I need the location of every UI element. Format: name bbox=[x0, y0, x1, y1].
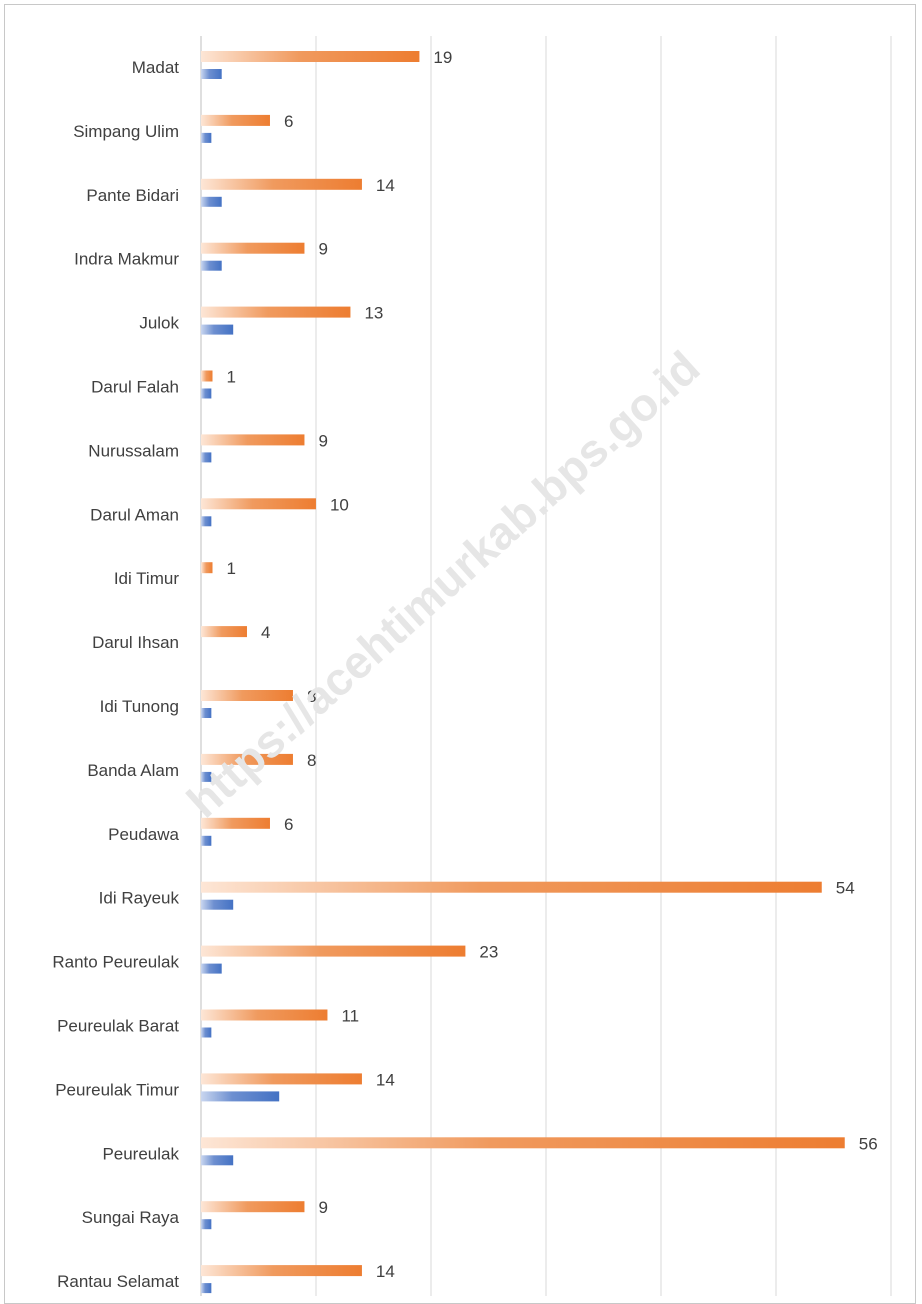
category-label: Darul Falah bbox=[91, 378, 179, 397]
bar-orange bbox=[201, 178, 362, 190]
data-label: 8 bbox=[307, 751, 316, 770]
bar-blue bbox=[201, 1027, 212, 1038]
category-label: Sungai Raya bbox=[82, 1208, 180, 1227]
category-label: Peureulak Timur bbox=[55, 1080, 179, 1099]
category-label: Darul Ihsan bbox=[92, 633, 179, 652]
category-label: Peureulak Barat bbox=[57, 1017, 179, 1036]
category-label: Pante Bidari bbox=[86, 186, 179, 205]
bar-blue bbox=[201, 324, 234, 335]
gridlines bbox=[200, 36, 892, 1296]
watermark: https://acehtimurkab.bps.go.id bbox=[177, 341, 709, 828]
category-label: Idi Timur bbox=[114, 569, 180, 588]
data-label: 9 bbox=[318, 240, 327, 259]
data-label: 1 bbox=[226, 368, 235, 387]
bar-orange bbox=[201, 690, 293, 701]
data-label: 14 bbox=[376, 176, 395, 195]
category-label: Peureulak bbox=[102, 1144, 179, 1163]
bar-blue bbox=[201, 771, 212, 782]
bar-blue bbox=[201, 452, 212, 463]
data-label: 14 bbox=[376, 1070, 395, 1089]
data-label: 11 bbox=[341, 1007, 359, 1026]
bar-blue bbox=[201, 388, 212, 399]
bar-orange bbox=[201, 1137, 845, 1149]
category-label: Peudawa bbox=[108, 825, 179, 844]
data-label: 9 bbox=[318, 431, 327, 450]
bar-orange bbox=[201, 1265, 362, 1277]
data-label: 54 bbox=[836, 879, 855, 898]
bar-orange bbox=[201, 817, 270, 829]
bar-blue bbox=[201, 196, 222, 207]
bar-orange bbox=[201, 1073, 362, 1085]
bar-blue bbox=[201, 1219, 212, 1230]
category-label: Idi Rayeuk bbox=[99, 889, 180, 908]
data-label: 56 bbox=[859, 1134, 878, 1153]
bar-orange bbox=[201, 945, 466, 957]
bar-blue bbox=[201, 69, 222, 79]
bar-orange bbox=[201, 881, 822, 893]
bar-orange bbox=[201, 562, 213, 574]
bar-orange bbox=[201, 306, 351, 318]
bar-orange bbox=[201, 242, 305, 254]
bar-orange bbox=[201, 51, 420, 62]
bar-orange bbox=[201, 114, 270, 126]
data-label: 6 bbox=[284, 112, 293, 131]
data-label: 19 bbox=[433, 48, 452, 67]
category-label: Idi Tunong bbox=[100, 697, 179, 716]
data-label: 10 bbox=[330, 495, 349, 514]
category-label: Banda Alam bbox=[87, 761, 179, 780]
data-label: 6 bbox=[284, 815, 293, 834]
bar-blue bbox=[201, 1091, 280, 1102]
bar-blue bbox=[201, 708, 212, 718]
bar-orange bbox=[201, 498, 316, 510]
bar-blue bbox=[201, 132, 212, 143]
data-label: 1 bbox=[226, 559, 235, 578]
data-label: 8 bbox=[307, 687, 316, 706]
bar-blue bbox=[201, 899, 234, 910]
bar-orange bbox=[201, 753, 293, 765]
bar-orange bbox=[201, 626, 247, 638]
category-label: Nurussalam bbox=[88, 441, 179, 460]
data-label: 13 bbox=[364, 304, 383, 323]
category-label: Darul Aman bbox=[90, 505, 179, 524]
category-label: Simpang Ulim bbox=[73, 122, 179, 141]
bar-blue bbox=[201, 963, 222, 974]
category-label: Ranto Peureulak bbox=[52, 953, 179, 972]
bar-blue bbox=[201, 835, 212, 846]
bar-blue bbox=[201, 1155, 234, 1166]
data-label: 9 bbox=[318, 1198, 327, 1217]
bar-blue bbox=[201, 1283, 212, 1294]
category-label: Indra Makmur bbox=[74, 250, 179, 269]
bars bbox=[201, 51, 845, 1294]
bar-blue bbox=[201, 260, 222, 271]
bar-orange bbox=[201, 1009, 328, 1021]
data-label: 4 bbox=[261, 623, 270, 642]
category-label: Rantau Selamat bbox=[57, 1272, 179, 1291]
bar-orange bbox=[201, 370, 213, 382]
bar-orange bbox=[201, 434, 305, 446]
category-label: Julok bbox=[139, 314, 179, 333]
bar-blue bbox=[201, 516, 212, 527]
bar-orange bbox=[201, 1201, 305, 1213]
data-label: 23 bbox=[479, 943, 498, 962]
category-label: Madat bbox=[132, 58, 180, 77]
data-label: 14 bbox=[376, 1262, 395, 1281]
